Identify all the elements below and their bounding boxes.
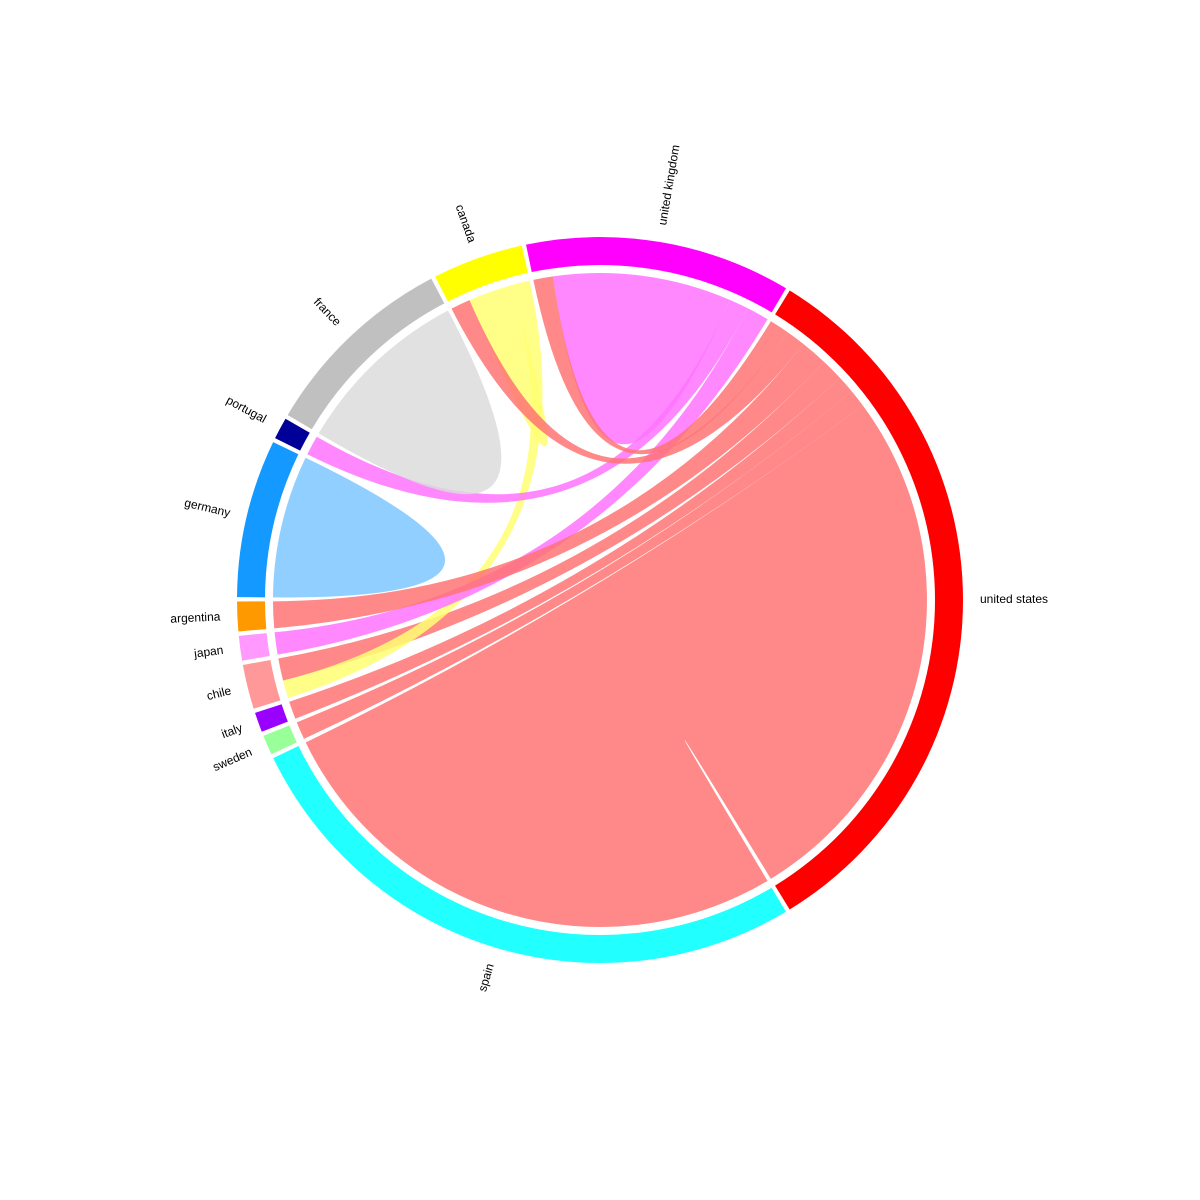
arc-chile	[242, 659, 281, 709]
chord-france-to-france	[318, 310, 502, 495]
arc-argentina	[237, 601, 267, 632]
chord-sweden-to-united-states	[296, 391, 863, 739]
arc-united-states	[775, 290, 963, 910]
label-spain: spain	[475, 962, 497, 993]
arc-germany	[237, 442, 299, 598]
chord-argentina-to-united-states	[273, 344, 824, 629]
label-france: france	[311, 295, 344, 329]
arc-portugal	[275, 418, 310, 451]
arc-italy	[255, 704, 288, 732]
chord-canada-to-united-states	[451, 300, 804, 464]
label-japan: japan	[192, 643, 224, 661]
arc-japan	[238, 633, 270, 661]
arc-france	[287, 278, 445, 430]
chord-germany-to-germany	[273, 457, 446, 598]
arc-canada	[435, 245, 528, 302]
arc-spain	[273, 745, 786, 963]
label-united-kingdom: united kingdom	[655, 144, 682, 227]
chord-spain-to-united-states	[305, 405, 927, 928]
label-argentina: argentina	[170, 609, 221, 625]
label-sweden: sweden	[211, 745, 255, 774]
label-italy: italy	[220, 721, 245, 741]
chord-chile-to-united-states	[278, 361, 840, 681]
chord-italy-to-united-states	[289, 377, 852, 719]
label-canada: canada	[453, 203, 480, 245]
label-portugal: portugal	[224, 393, 269, 426]
arc-sweden	[263, 725, 297, 755]
label-germany: germany	[183, 496, 232, 520]
label-united-states: united states	[980, 592, 1048, 606]
chord-links	[273, 273, 927, 928]
chord-united-kingdom-to-united-kingdom	[552, 273, 730, 445]
arc-united-kingdom	[526, 237, 787, 313]
label-chile: chile	[205, 683, 233, 703]
